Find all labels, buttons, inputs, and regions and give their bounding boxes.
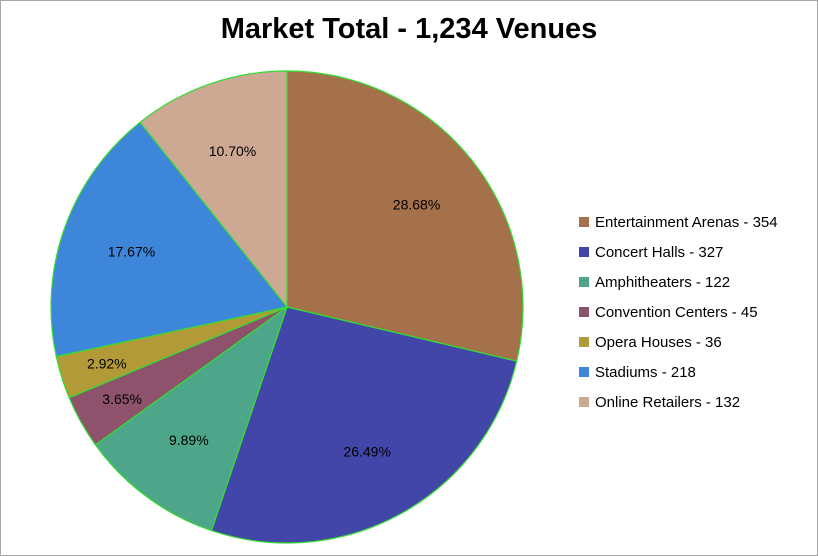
data-label-entertainment-arenas: 28.68% <box>393 196 440 212</box>
legend-label: Online Retailers - 132 <box>595 393 741 411</box>
data-label-amphitheaters: 9.89% <box>169 432 209 448</box>
legend-label: Concert Halls - 327 <box>595 243 724 261</box>
data-label-convention-centers: 3.65% <box>102 391 142 407</box>
legend-item-online-retailers: Online Retailers - 132 <box>579 387 778 417</box>
legend-swatch <box>579 247 589 257</box>
legend-item-opera-houses: Opera Houses - 36 <box>579 327 778 357</box>
legend-label: Opera Houses - 36 <box>595 333 722 351</box>
legend-swatch <box>579 337 589 347</box>
data-label-stadiums: 17.67% <box>108 243 155 259</box>
pie-data-labels: 28.68% 26.49% 9.89% 3.65% 2.92% 17.67% 10.70% <box>87 143 440 459</box>
data-label-online-retailers: 10.70% <box>209 143 256 159</box>
legend-label: Entertainment Arenas - 354 <box>595 213 778 231</box>
pie-slices <box>50 70 524 544</box>
legend-item-stadiums: Stadiums - 218 <box>579 357 778 387</box>
legend-item-concert-halls: Concert Halls - 327 <box>579 237 778 267</box>
pie-slice-amphitheaters <box>94 305 289 532</box>
legend-item-entertainment-arenas: Entertainment Arenas - 354 <box>579 207 778 237</box>
legend: Entertainment Arenas - 354 Concert Halls … <box>579 207 778 417</box>
legend-item-convention-centers: Convention Centers - 45 <box>579 297 778 327</box>
data-label-concert-halls: 26.49% <box>343 443 390 459</box>
pie-slice-stadiums <box>50 121 289 358</box>
legend-label: Convention Centers - 45 <box>595 303 758 321</box>
legend-item-amphitheaters: Amphitheaters - 122 <box>579 267 778 297</box>
pie-slice-concert-halls <box>210 306 518 544</box>
pie-slice-online-retailers <box>139 70 288 309</box>
legend-swatch <box>579 397 589 407</box>
legend-swatch <box>579 277 589 287</box>
pie-slice-entertainment-arenas <box>286 70 524 362</box>
legend-swatch <box>579 367 589 377</box>
legend-label: Amphitheaters - 122 <box>595 273 731 291</box>
legend-swatch <box>579 217 589 227</box>
legend-label: Stadiums - 218 <box>595 363 696 381</box>
chart-title: Market Total - 1,234 Venues <box>220 13 598 45</box>
legend-swatch <box>579 307 589 317</box>
data-label-opera-houses: 2.92% <box>87 355 127 371</box>
